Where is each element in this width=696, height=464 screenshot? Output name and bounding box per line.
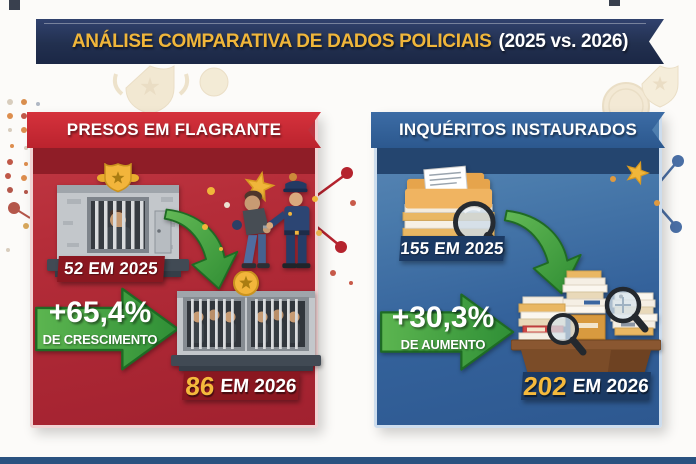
molecule-decoration-red-icon	[314, 167, 356, 285]
panel-inqueritos-instaurados: INQUÉRITOS INSTAURADOS 155 EM 2025	[374, 112, 662, 428]
growth-label-left: DE CRESCIMENTO	[42, 332, 158, 347]
police-arrest-icon	[241, 180, 311, 269]
value-2025-right: 155 EM 2025	[399, 236, 505, 261]
value-2025-left: 52 EM 2025	[57, 256, 165, 282]
molecule-decoration-blue-icon	[659, 155, 684, 233]
jail-cell-2026-icon	[171, 271, 321, 371]
bottom-edge-strip	[0, 457, 696, 464]
corner-mark-right	[609, 0, 620, 6]
police-badge-watermark-icon	[112, 65, 229, 115]
panel-right-title: INQUÉRITOS INSTAURADOS	[398, 120, 637, 139]
increase-arrow-right-icon	[380, 293, 515, 371]
value-2026-right: 202 EM 2026	[521, 371, 651, 401]
panel-left-title: PRESOS EM FLAGRANTE	[66, 120, 282, 139]
value-2026-left: 86 EM 2026	[182, 371, 300, 401]
panel-left-header-shadow-band	[33, 148, 315, 174]
growth-pct-left: +65,4%	[48, 296, 152, 329]
banner-highlight-line	[44, 23, 646, 24]
growth-label-right: DE AUMENTO	[400, 337, 486, 352]
curved-arrow-down-icon	[163, 208, 239, 290]
desk-case-files-icon	[511, 270, 661, 378]
banner-subtitle: (2025 vs. 2026)	[498, 30, 629, 52]
banner-title: ANÁLISE COMPARATIVA DE DADOS POLICIAIS	[71, 30, 492, 52]
corner-mark-left	[9, 0, 20, 10]
panel-left-header-ribbon: PRESOS EM FLAGRANTE	[27, 112, 321, 148]
panel-presos-em-flagrante: PRESOS EM FLAGRANTE	[27, 112, 322, 428]
value-2026-right-suffix: EM 2026	[571, 375, 650, 397]
sparkle-dots-right-icon	[610, 160, 660, 206]
banner: ANÁLISE COMPARATIVA DE DADOS POLICIAIS (…	[36, 19, 664, 64]
panel-right-header-ribbon: INQUÉRITOS INSTAURADOS	[371, 112, 665, 148]
growth-arrow-right-icon	[35, 287, 180, 371]
value-2026-left-suffix: EM 2026	[219, 375, 298, 397]
value-2026-right-number: 202	[522, 371, 568, 401]
value-2026-left-number: 86	[184, 371, 216, 401]
growth-text-right: +30,3% DE AUMENTO	[385, 301, 501, 353]
growth-text-left: +65,4% DE CRESCIMENTO	[37, 296, 163, 348]
curved-arrow-down-right-icon	[503, 209, 582, 295]
growth-pct-right: +30,3%	[391, 301, 495, 334]
